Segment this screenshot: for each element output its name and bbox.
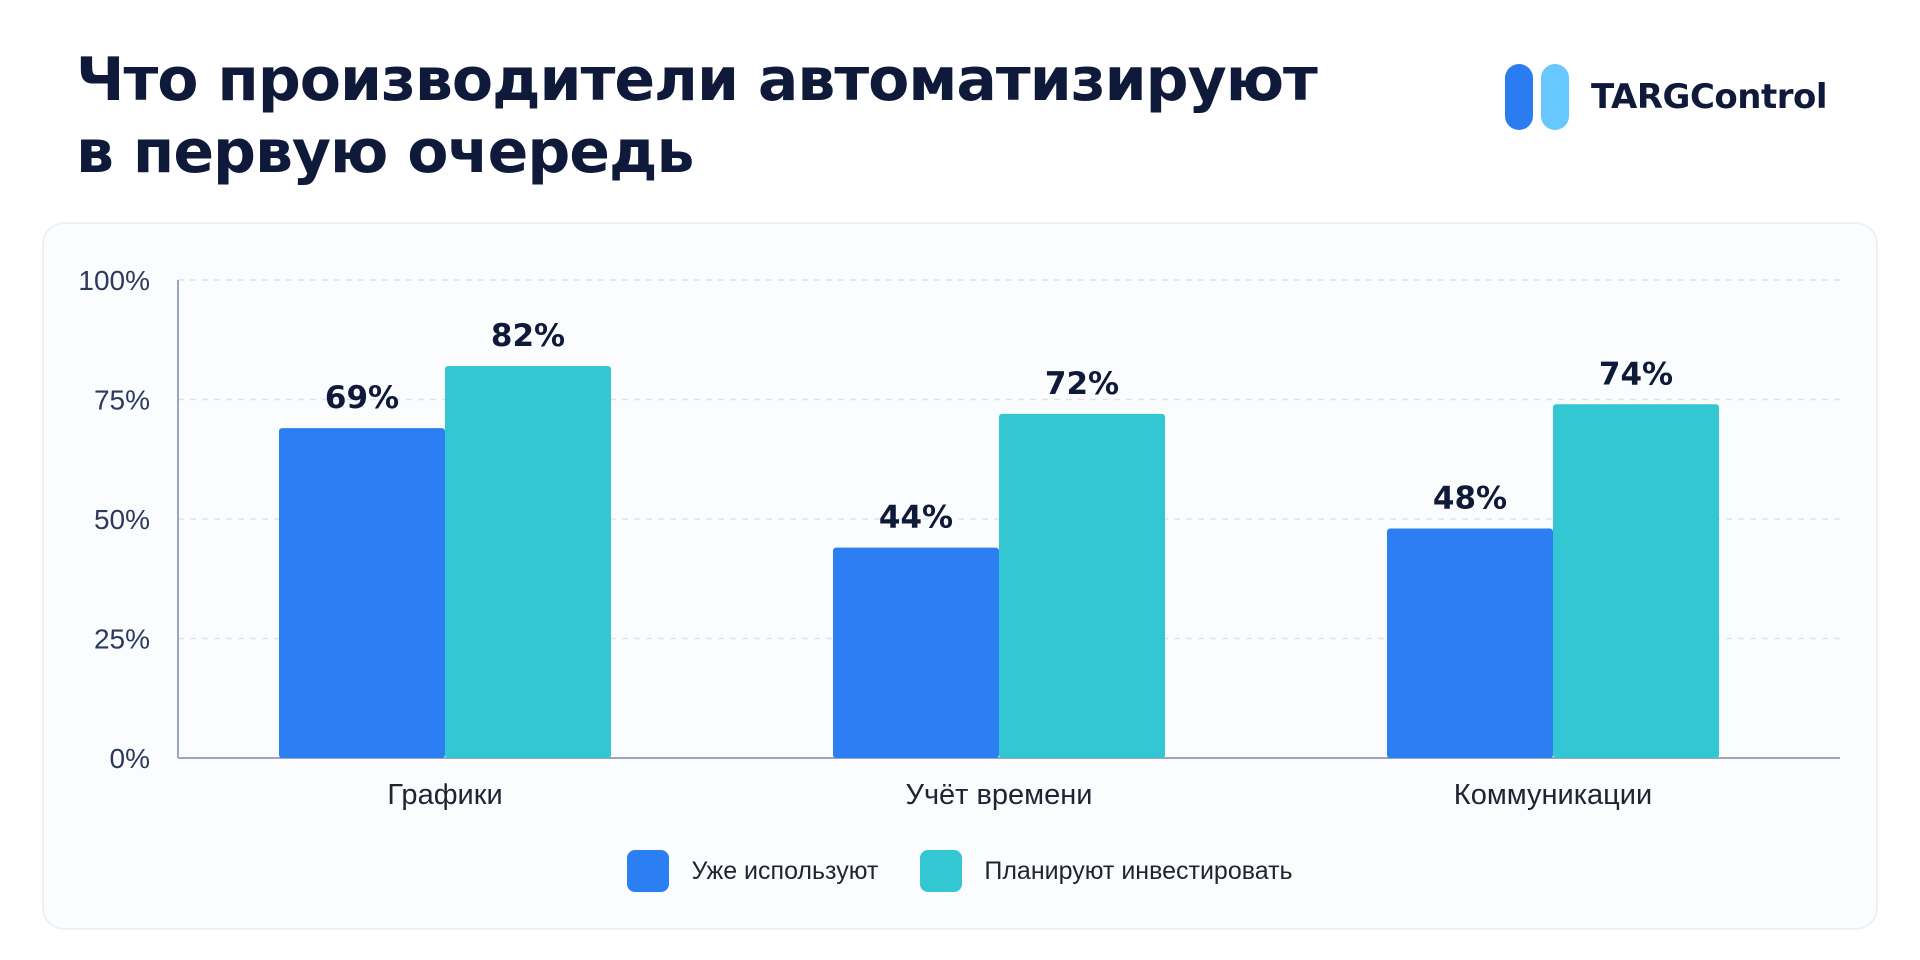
legend-item-used: Уже используют	[627, 850, 878, 892]
bar-value-label: 48%	[1433, 481, 1507, 517]
x-tick-label: Учёт времени	[906, 779, 1093, 811]
bar-value-label: 72%	[1045, 366, 1119, 402]
brand-logo: TARGControl	[1505, 64, 1828, 130]
y-tick-label: 25%	[94, 624, 150, 655]
title-line-2: в первую очередь	[76, 117, 694, 187]
chart-legend: Уже используют Планируют инвестировать	[0, 850, 1920, 892]
title-line-1: Что производители автоматизируют	[76, 45, 1318, 115]
y-tick-label: 0%	[110, 743, 150, 774]
x-tick-label: Коммуникации	[1454, 779, 1652, 811]
bar	[1553, 404, 1719, 758]
bar-value-label: 69%	[325, 380, 399, 416]
bar	[833, 547, 999, 758]
legend-swatch-used	[627, 850, 670, 892]
bar-value-label: 82%	[491, 318, 565, 354]
page-title: Что производители автоматизируют в перву…	[76, 44, 1376, 188]
bar	[445, 366, 611, 758]
bar-value-label: 44%	[879, 500, 953, 536]
bar-value-label: 74%	[1599, 356, 1673, 392]
legend-label-planned: Планируют инвестировать	[984, 856, 1293, 885]
bar	[279, 428, 445, 758]
x-tick-label: Графики	[387, 779, 502, 811]
y-tick-label: 50%	[94, 504, 150, 535]
y-tick-label: 75%	[94, 385, 150, 416]
logo-pill-right	[1541, 64, 1569, 130]
legend-item-planned: Планируют инвестировать	[920, 850, 1293, 892]
legend-label-used: Уже используют	[691, 856, 879, 885]
logo-pill-left	[1505, 64, 1533, 130]
bar	[999, 413, 1165, 758]
bar	[1387, 528, 1553, 758]
y-tick-label: 100%	[78, 265, 150, 296]
two-pill-logo-icon	[1505, 64, 1569, 130]
brand-name: TARGControl	[1591, 77, 1828, 117]
legend-swatch-planned	[920, 850, 963, 892]
